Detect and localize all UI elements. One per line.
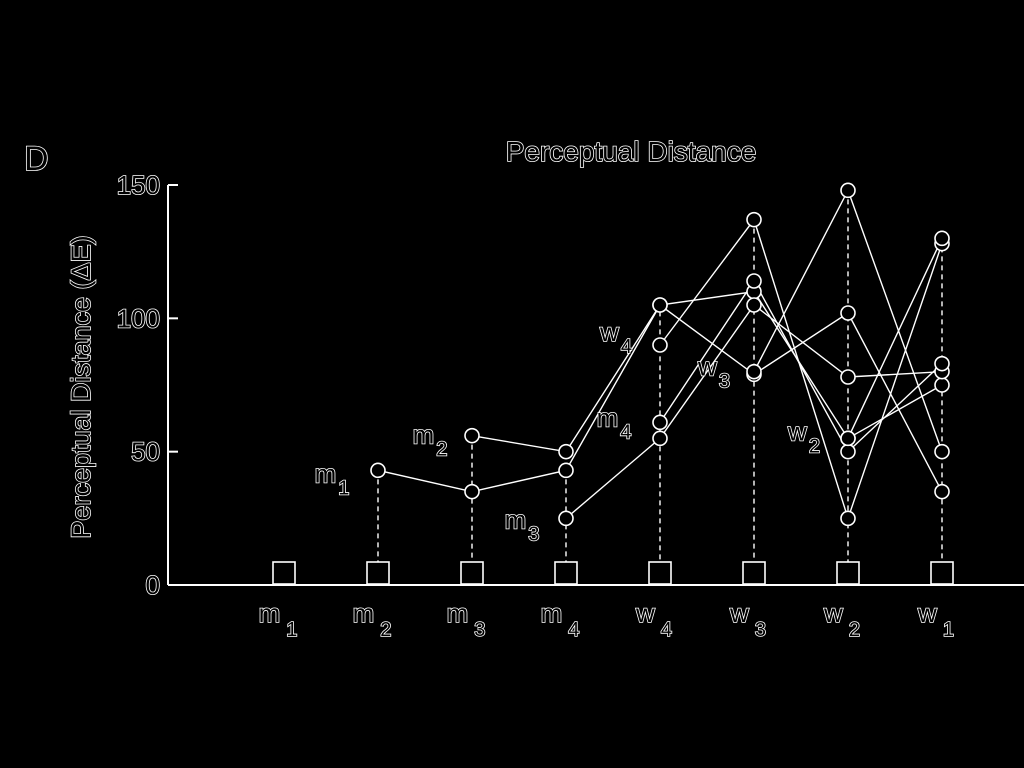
data-point	[934, 377, 950, 393]
baseline-square-marker	[366, 561, 390, 585]
baseline-square-marker	[648, 561, 672, 585]
chart-title: Perceptual Distance	[506, 136, 757, 167]
series-line-m2	[471, 303, 943, 492]
data-point	[652, 430, 668, 447]
x-tick-label: m1	[259, 598, 298, 641]
x-tick-label: w2	[823, 598, 860, 641]
data-point	[652, 337, 668, 353]
y-tick-label: 100	[117, 303, 160, 333]
data-point	[840, 510, 856, 527]
data-point	[558, 462, 574, 479]
series-line-w2	[847, 238, 943, 439]
axes: 0 50 100 150	[116, 169, 1024, 601]
x-tick-label: m4	[541, 598, 580, 641]
series-line-w4	[659, 218, 943, 521]
baseline-square-marker	[930, 561, 954, 585]
baseline-square-marker	[460, 561, 484, 585]
panel-label: D	[24, 140, 49, 178]
data-point	[840, 369, 856, 385]
data-point	[840, 443, 856, 460]
x-tick-label: m2	[353, 598, 392, 641]
data-point	[558, 443, 574, 460]
data-point	[464, 427, 480, 444]
series-line-m4	[659, 279, 943, 453]
baseline-square-marker	[742, 561, 766, 585]
data-point	[934, 443, 950, 460]
data-point	[370, 462, 386, 479]
data-point	[652, 414, 668, 431]
drop-lines	[377, 190, 943, 573]
x-tick-label: w1	[917, 598, 954, 641]
labels: m1 m2 m3 m4 w4 w3 w2 w1 m 1 m 2 m 3 m 4 w 4 w 3 w 2	[258, 316, 955, 642]
y-tick-label: 0	[146, 570, 160, 600]
data-point	[746, 211, 762, 228]
baseline-square-marker	[272, 561, 296, 585]
baseline-square-marker	[554, 561, 578, 585]
data-point	[746, 297, 762, 313]
data-point	[558, 510, 574, 527]
x-tick-label: w4	[635, 598, 672, 641]
data-point	[840, 182, 856, 199]
y-axis-label: Perceptual Distance (ΔE)	[66, 235, 96, 538]
data-point	[934, 483, 950, 500]
data-point	[840, 430, 856, 447]
data-point	[746, 273, 762, 289]
data-point	[934, 355, 950, 372]
markers	[272, 182, 954, 585]
data-point	[840, 305, 856, 321]
y-tick-label: 150	[117, 170, 160, 200]
baseline-square-marker	[836, 561, 860, 585]
y-tick-label: 50	[131, 437, 160, 467]
data-point	[746, 363, 762, 380]
data-point	[934, 230, 950, 247]
data-point	[464, 483, 480, 500]
data-point	[652, 297, 668, 313]
x-tick-label: m3	[447, 598, 486, 641]
x-tick-label: w3	[729, 598, 766, 641]
